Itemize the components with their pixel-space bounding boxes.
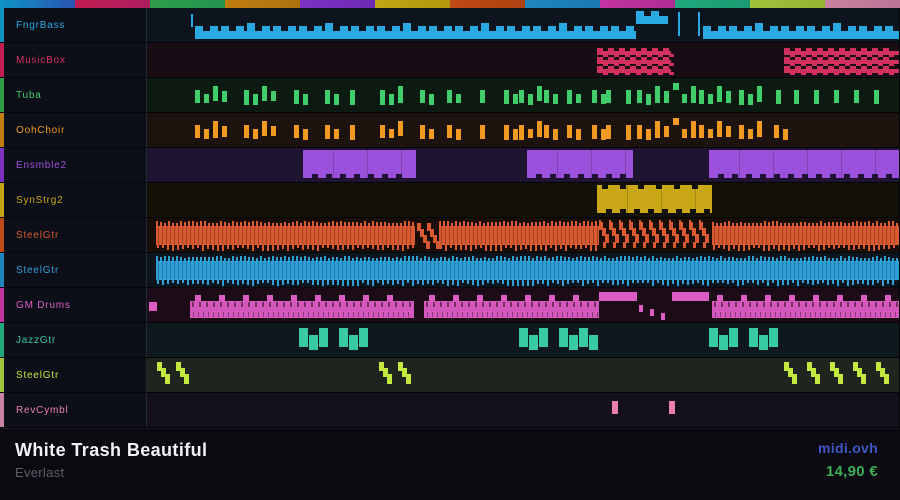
track-color-bar: [0, 253, 4, 287]
track-row: JazzGtr: [0, 323, 900, 358]
track-row: SteelGtr: [0, 253, 900, 288]
track-row: SteelGtr: [0, 218, 900, 253]
track-name-label: OohChoir: [4, 113, 147, 147]
strip-segment: [750, 0, 825, 8]
track-notes-canvas: [147, 78, 899, 112]
track-row: MusicBox: [0, 43, 900, 78]
track-name-label: RevCymbl: [4, 393, 147, 427]
track-notes-canvas: [147, 288, 899, 322]
strip-segment: [0, 0, 75, 8]
track-color-strip: [0, 0, 900, 8]
track-color-bar: [0, 183, 4, 217]
track-color-bar: [0, 358, 4, 392]
track-row: GM Drums: [0, 288, 900, 323]
track-notes-canvas: [147, 183, 899, 217]
track-color-bar: [0, 393, 4, 427]
track-notes-canvas: [147, 358, 899, 392]
track-notes-canvas: [147, 323, 899, 357]
track-notes-canvas: [147, 218, 899, 252]
site-link[interactable]: midi.ovh: [818, 440, 878, 456]
track-list: FngrBass MusicBox Tuba OohChoir Ensmble2…: [0, 8, 900, 428]
footer: White Trash Beautiful Everlast midi.ovh …: [0, 428, 900, 500]
track-notes-canvas: [147, 253, 899, 287]
track-name-label: FngrBass: [4, 8, 147, 42]
song-title: White Trash Beautiful: [15, 440, 208, 460]
track-row: Ensmble2: [0, 148, 900, 183]
track-color-bar: [0, 43, 4, 77]
strip-segment: [675, 0, 750, 8]
track-name-label: Ensmble2: [4, 148, 147, 182]
track-color-bar: [0, 218, 4, 252]
track-name-label: JazzGtr: [4, 323, 147, 357]
track-name-label: Tuba: [4, 78, 147, 112]
track-row: RevCymbl: [0, 393, 900, 428]
track-name-label: SynStrg2: [4, 183, 147, 217]
track-color-bar: [0, 8, 4, 42]
strip-segment: [825, 0, 900, 8]
strip-segment: [525, 0, 600, 8]
track-notes-canvas: [147, 393, 899, 427]
track-color-bar: [0, 113, 4, 147]
strip-segment: [225, 0, 300, 8]
track-name-label: MusicBox: [4, 43, 147, 77]
artist-name: Everlast: [15, 465, 65, 480]
track-color-bar: [0, 323, 4, 357]
price-label: 14,90 €: [825, 463, 878, 480]
track-row: OohChoir: [0, 113, 900, 148]
track-row: SteelGtr: [0, 358, 900, 393]
track-color-bar: [0, 288, 4, 322]
song-info: White Trash Beautiful Everlast: [15, 440, 207, 500]
strip-segment: [75, 0, 150, 8]
track-name-label: SteelGtr: [4, 358, 147, 392]
track-notes-canvas: [147, 43, 899, 77]
strip-segment: [600, 0, 675, 8]
track-name-label: GM Drums: [4, 288, 147, 322]
track-row: FngrBass: [0, 8, 900, 43]
track-color-bar: [0, 78, 4, 112]
track-color-bar: [0, 148, 4, 182]
strip-segment: [450, 0, 525, 8]
strip-segment: [300, 0, 375, 8]
strip-segment: [375, 0, 450, 8]
track-row: SynStrg2: [0, 183, 900, 218]
track-name-label: SteelGtr: [4, 218, 147, 252]
strip-segment: [150, 0, 225, 8]
track-notes-canvas: [147, 8, 899, 42]
track-name-label: SteelGtr: [4, 253, 147, 287]
track-notes-canvas: [147, 113, 899, 147]
track-row: Tuba: [0, 78, 900, 113]
track-notes-canvas: [147, 148, 899, 182]
shop-info: midi.ovh 14,90 €: [818, 440, 878, 500]
